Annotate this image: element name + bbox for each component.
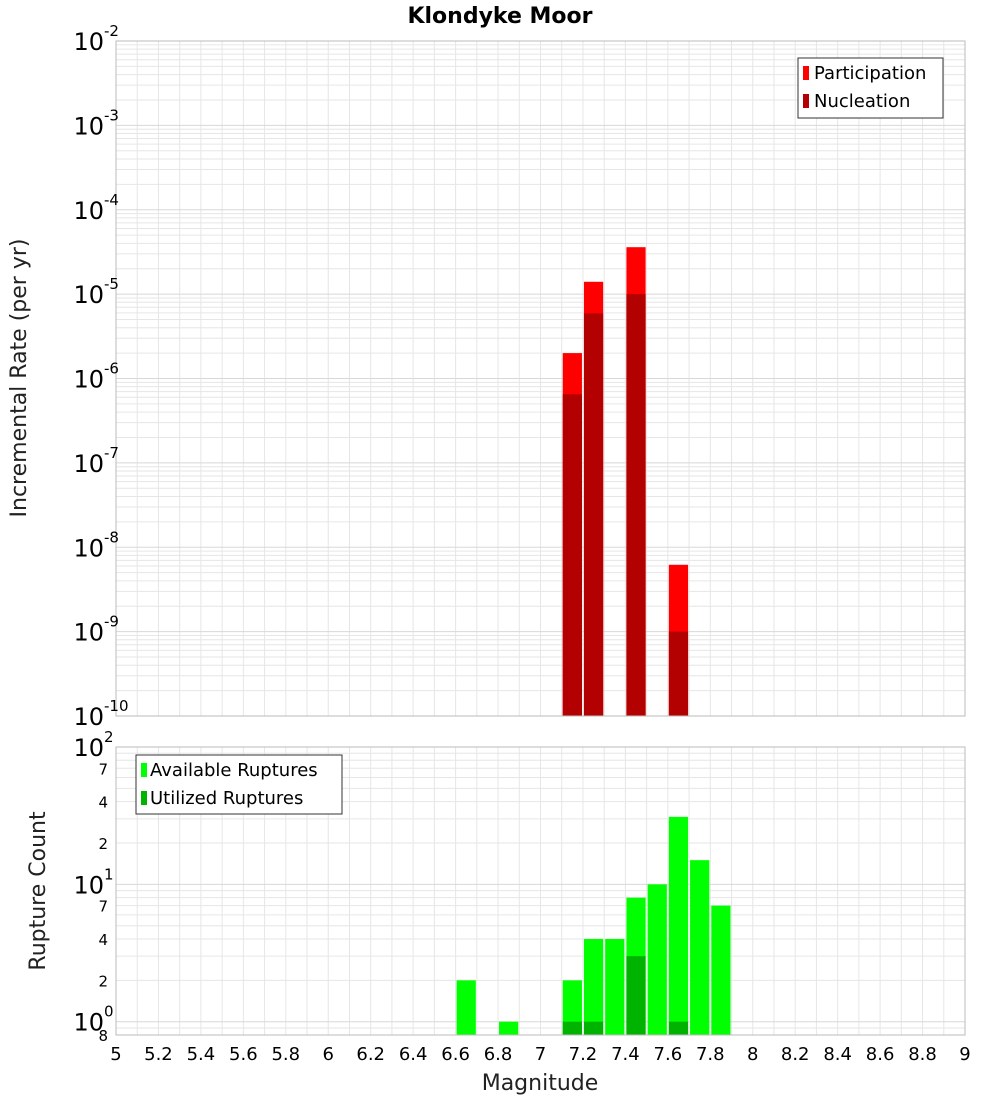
rate-legend-box [797,57,944,119]
x-tick-label: 5.4 [187,1044,216,1065]
rate-y-tick-exponent: -6 [104,360,119,378]
rate-y-tick-label: 10 [73,197,104,225]
x-tick-label: 8.2 [781,1044,810,1065]
legend-label-nucleation: Nucleation [814,91,910,112]
x-tick-label: 7.6 [654,1044,683,1065]
count-bar-available-ruptures [499,1021,519,1035]
rate-y-tick-exponent: -8 [104,528,119,546]
rate-y-tick-exponent: -9 [104,613,119,631]
x-tick-label: 5.6 [229,1044,258,1065]
x-tick-label: 5 [110,1044,121,1065]
rate-bar-nucleation [583,313,604,716]
count-y-minor-tick-label: 2 [98,835,108,853]
rate-y-tick-exponent: -3 [104,106,119,124]
x-tick-label: 6.8 [484,1044,513,1065]
rate-y-tick-label: 10 [73,450,104,478]
count-bar-utilized-ruptures [562,1021,582,1035]
count-y-minor-tick-label: 4 [98,931,108,949]
count-y-minor-tick-label: 2 [98,972,108,990]
count-bar-available-ruptures [605,939,625,1035]
count-y-tick-exponent: 2 [104,728,114,746]
rate-y-tick-exponent: -10 [104,697,129,715]
x-tick-label: 7.8 [696,1044,725,1065]
rate-y-tick-label: 10 [73,703,104,731]
count-bar-available-ruptures [668,816,689,1035]
legend-swatch-utilized-ruptures [141,791,147,805]
x-tick-label: 8.4 [823,1044,852,1065]
legend-swatch-available-ruptures [141,763,147,777]
x-tick-label: 6.2 [356,1044,385,1065]
count-y-minor-tick-label: 4 [98,794,108,812]
count-legend: Available Ruptures Utilized Ruptures [135,754,343,815]
x-tick-label: 7.4 [611,1044,640,1065]
legend-label-participation: Participation [814,63,926,84]
x-tick-label: 7 [535,1044,546,1065]
count-y-tick-exponent: 1 [104,865,114,883]
count-y-minor-tick-label: 8 [98,1027,108,1045]
rate-bar-nucleation [562,394,582,716]
count-bar-available-ruptures [562,980,582,1035]
rate-frame [115,40,966,717]
rate-y-tick-label: 10 [73,112,104,140]
x-tick-label: 6.4 [399,1044,428,1065]
rate-y-tick-exponent: -2 [104,22,119,40]
x-tick-label: 6 [323,1044,334,1065]
rate-y-tick-exponent: -7 [104,444,119,462]
count-y-tick-label: 10 [73,871,104,899]
legend-swatch-nucleation [803,94,809,108]
count-y-axis-label: Rupture Count [26,811,51,971]
x-tick-label: 8.6 [866,1044,895,1065]
x-tick-label: 7.2 [569,1044,598,1065]
chart-title: Klondyke Moor [407,4,592,29]
x-tick-label: 6.6 [441,1044,470,1065]
count-legend-box [135,754,343,815]
rate-y-tick-exponent: -5 [104,275,119,293]
x-axis-label: Magnitude [482,1071,599,1096]
legend-swatch-participation [803,66,809,80]
legend-label-available-ruptures: Available Ruptures [150,760,318,781]
x-axis: 5 5.2 5.4 5.6 5.8 6 6.2 6.4 6.6 6.8 7 7.2 7.4 7.6 7.8 8… [110,1044,970,1065]
rate-bar-nucleation [668,631,689,716]
rate-y-tick-label: 10 [73,619,104,647]
count-bar-available-ruptures [583,939,604,1035]
rate-y-tick-exponent: -4 [104,191,119,209]
count-frame [115,746,966,1036]
rate-legend: Participation Nucleation [797,57,944,119]
rate-y-tick-label: 10 [73,366,104,394]
legend-label-utilized-ruptures: Utilized Ruptures [150,788,303,809]
count-bar-available-ruptures [647,884,667,1035]
count-y-tick-label: 10 [73,1009,104,1037]
x-tick-label: 5.8 [271,1044,300,1065]
rate-bar-nucleation [626,294,646,716]
count-y-tick-exponent: 0 [104,1003,114,1021]
rate-y-tick-label: 10 [73,28,104,56]
count-bar-available-ruptures [711,905,731,1035]
x-tick-label: 8.8 [908,1044,937,1065]
count-y-minor-tick-label: 7 [98,760,108,778]
count-bar-available-ruptures [456,980,476,1035]
x-tick-label: 8 [747,1044,758,1065]
rate-y-axis-label: Incremental Rate (per yr) [7,239,32,518]
count-y-minor-tick-label: 7 [98,898,108,916]
x-tick-label: 5.2 [144,1044,173,1065]
rate-y-tick-label: 10 [73,281,104,309]
rate-y-tick-label: 10 [73,534,104,562]
count-bar-available-ruptures [690,860,710,1035]
count-y-tick-label: 10 [73,734,104,762]
count-bar-utilized-ruptures [583,1021,604,1035]
count-bar-utilized-ruptures [668,1021,689,1035]
count-bar-utilized-ruptures [626,956,646,1035]
x-tick-label: 9 [959,1044,970,1065]
